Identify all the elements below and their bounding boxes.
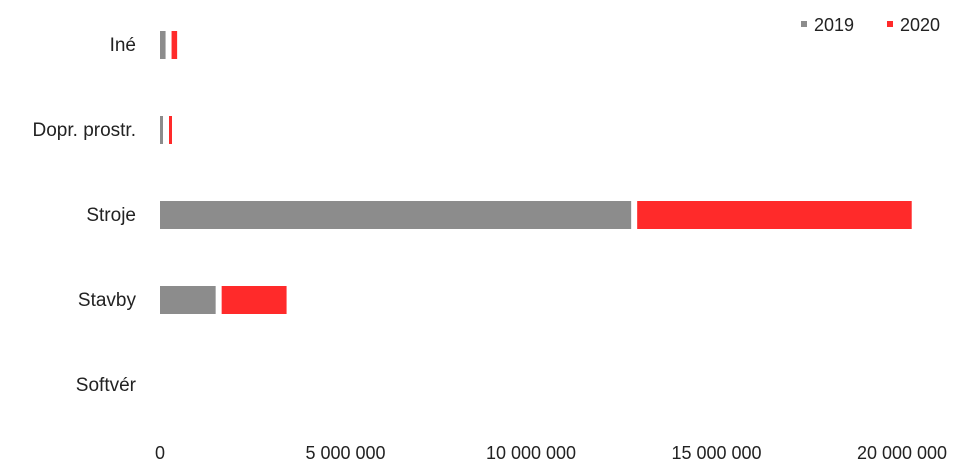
bars bbox=[160, 31, 912, 314]
legend: 2019 2020 bbox=[801, 15, 940, 35]
bar-ine-2019 bbox=[160, 31, 166, 59]
bar-stavby-2019 bbox=[160, 286, 216, 314]
category-label-ine: Iné bbox=[110, 35, 136, 56]
category-label-stavby: Stavby bbox=[78, 290, 137, 311]
bar-stroje-2020 bbox=[637, 201, 912, 229]
category-label-dopr-prostr: Dopr. prostr. bbox=[33, 120, 137, 141]
legend-label-2019: 2019 bbox=[814, 15, 854, 35]
category-label-stroje: Stroje bbox=[86, 205, 136, 226]
legend-label-2020: 2020 bbox=[900, 15, 940, 35]
bar-dopr-prostr-2019 bbox=[160, 116, 163, 144]
category-label-softver: Softvér bbox=[76, 375, 137, 396]
x-tick-label: 10 000 000 bbox=[486, 443, 576, 463]
bar-ine-2020 bbox=[171, 31, 178, 59]
x-tick-label: 0 bbox=[155, 443, 165, 463]
bar-dopr-prostr-2020 bbox=[169, 116, 172, 144]
bar-stavby-2020 bbox=[221, 286, 287, 314]
category-labels: Iné Dopr. prostr. Stroje Stavby Softvér bbox=[33, 35, 137, 396]
bar-stroje-2019 bbox=[160, 201, 632, 229]
x-axis-ticks: 0 5 000 000 10 000 000 15 000 000 20 000 000 bbox=[155, 443, 947, 463]
x-tick-label: 5 000 000 bbox=[305, 443, 385, 463]
legend-marker-2019 bbox=[801, 21, 807, 27]
x-tick-label: 20 000 000 bbox=[857, 443, 947, 463]
legend-marker-2020 bbox=[887, 21, 893, 27]
x-tick-label: 15 000 000 bbox=[671, 443, 761, 463]
